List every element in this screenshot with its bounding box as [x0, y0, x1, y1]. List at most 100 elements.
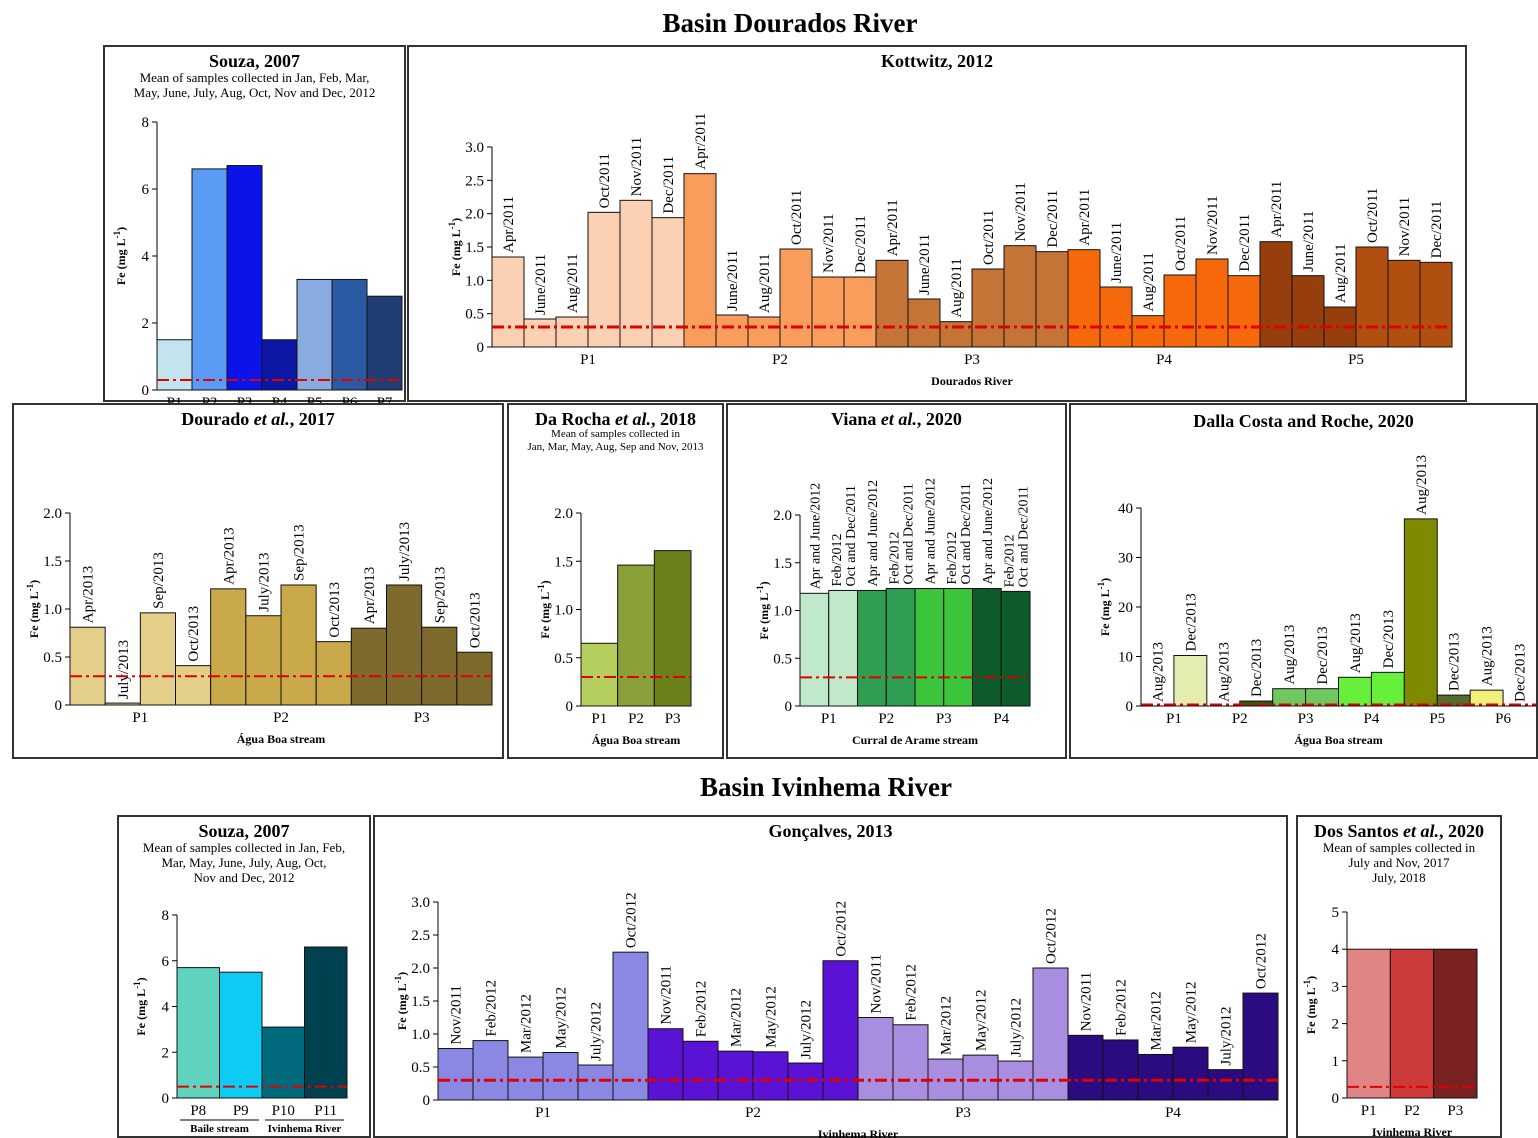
bar-label: Apr and June/2012 — [808, 483, 823, 590]
bar — [857, 589, 887, 707]
bar — [1272, 688, 1307, 707]
bar — [717, 1050, 754, 1101]
chart-svg: Kottwitz, 2012 0 0.5 1.0 1.5 2.0 2.5 3.0 Fe (mg … — [447, 51, 1453, 388]
y-tick-label: 8 — [142, 115, 150, 131]
bar-label: Nov/2011 — [1397, 197, 1413, 256]
y-tick-label: 0 — [477, 340, 485, 356]
bar-label: Nov/2011 — [869, 954, 885, 1013]
y-axis-label: Fe (mg L-1) — [755, 581, 771, 639]
bar — [580, 642, 619, 707]
y-tick-label: 2.0 — [465, 207, 484, 223]
y-tick-label: 4 — [1332, 942, 1340, 958]
bar-label: Nov/2011 — [629, 137, 645, 196]
bar-label: Dec/2013 — [1183, 593, 1199, 651]
bar — [1433, 948, 1478, 1099]
group-label: P2 — [745, 1105, 761, 1121]
group-label: P4 — [1156, 352, 1172, 368]
y-tick-label: 6 — [162, 954, 170, 970]
bar-label: Sep/2013 — [292, 524, 308, 581]
bar-label: Aug/2013 — [1282, 625, 1298, 685]
bar-label: Oct/2011 — [789, 190, 805, 245]
chart-title: Da Rocha et al., 2018 — [535, 409, 696, 429]
category-label: P1 — [1361, 1103, 1377, 1119]
y-tick-label: 1.5 — [411, 994, 430, 1010]
chart-subtitle: July, 2018 — [1372, 870, 1425, 885]
bar-label: Apr/2011 — [693, 113, 709, 170]
bar-label: May/2012 — [1184, 982, 1200, 1044]
bar-label: June/2011 — [725, 250, 741, 311]
category-label: P2 — [1404, 1103, 1420, 1119]
group-label: P4 — [1165, 1105, 1181, 1121]
bar-label: June/2011 — [1109, 222, 1125, 283]
y-tick-label: 2 — [1332, 1017, 1340, 1033]
bar — [104, 702, 141, 706]
bar — [1242, 992, 1279, 1101]
y-tick-label: 0.5 — [411, 1060, 430, 1076]
y-tick-label: 0 — [1126, 699, 1134, 715]
bar — [491, 256, 525, 348]
y-tick-label: 1.0 — [773, 604, 792, 620]
basin-dourados-title: Basin Dourados River — [662, 8, 918, 38]
bar-label: Feb/2012 — [1114, 979, 1130, 1036]
y-tick-label: 1.0 — [554, 603, 573, 619]
y-tick-label: 2.0 — [554, 506, 573, 522]
bar-label: Aug/2011 — [949, 258, 965, 317]
bar — [1172, 1046, 1209, 1101]
bar — [1291, 275, 1325, 348]
bar-label: Oct/2011 — [597, 153, 613, 208]
bar-label: Feb/2012 — [484, 980, 500, 1037]
bar — [176, 967, 220, 1099]
bar — [1370, 671, 1405, 707]
y-axis-label: Fe (mg L-1) — [1302, 976, 1318, 1034]
bar — [1067, 1034, 1104, 1101]
group-label: P6 — [1495, 711, 1511, 727]
y-tick-label: 1.0 — [43, 602, 62, 618]
bar-label: Sep/2013 — [432, 567, 448, 624]
bar — [843, 276, 877, 348]
chart-title: Dourado et al., 2017 — [181, 409, 335, 429]
chart-svg: Viana et al., 2020 0 0.5 1.0 1.5 2.0 Fe (mg L-… — [755, 409, 1032, 747]
bar — [1099, 286, 1133, 348]
y-tick-label: 0 — [55, 698, 63, 714]
bar — [523, 318, 557, 348]
bar-label: Nov/2011 — [449, 985, 465, 1044]
bar — [1131, 315, 1165, 348]
bar — [1032, 967, 1069, 1101]
bar — [1346, 948, 1391, 1099]
bar — [653, 550, 692, 707]
bar-label: Apr/2013 — [362, 567, 378, 625]
bar-label: Mar/2012 — [729, 988, 745, 1047]
bar — [191, 168, 228, 391]
bar-label: Apr and June/2012 — [866, 480, 881, 587]
panel-souza-2007-dourados: Souza, 2007 Mean of samples collected in … — [103, 45, 406, 427]
chart-title: Viana et al., 2020 — [831, 409, 962, 429]
bar-label: May/2012 — [764, 986, 780, 1048]
category-label: P10 — [272, 1103, 295, 1119]
bar — [943, 588, 973, 707]
bar-label: July/2012 — [1009, 998, 1025, 1057]
y-axis-label: Fe (mg L-1) — [536, 580, 552, 638]
bar — [210, 588, 247, 706]
bar-label: Feb/2012 — [888, 532, 903, 585]
bar — [507, 1056, 544, 1101]
bar — [619, 199, 653, 348]
group-label: P3 — [964, 352, 980, 368]
group-label: P2 — [772, 352, 788, 368]
bar — [245, 615, 282, 706]
y-tick-label: 2 — [142, 316, 150, 332]
panel-da-rocha-2018: Da Rocha et al., 2018 Mean of samples col… — [507, 403, 724, 759]
bar-label: Mar/2012 — [519, 994, 535, 1053]
y-tick-label: 2.5 — [411, 928, 430, 944]
y-tick-label: 0.5 — [773, 651, 792, 667]
bar — [1389, 948, 1435, 1099]
chart-subtitle: Mean of samples collected in — [551, 428, 680, 440]
bar — [799, 592, 830, 707]
bar — [1305, 688, 1339, 707]
bar — [350, 627, 388, 706]
chart-title: Kottwitz, 2012 — [881, 51, 993, 71]
bar-label: Oct/2012 — [1254, 933, 1270, 989]
bar-label: Apr/2011 — [885, 199, 901, 256]
bar-label: June/2011 — [1301, 211, 1317, 272]
